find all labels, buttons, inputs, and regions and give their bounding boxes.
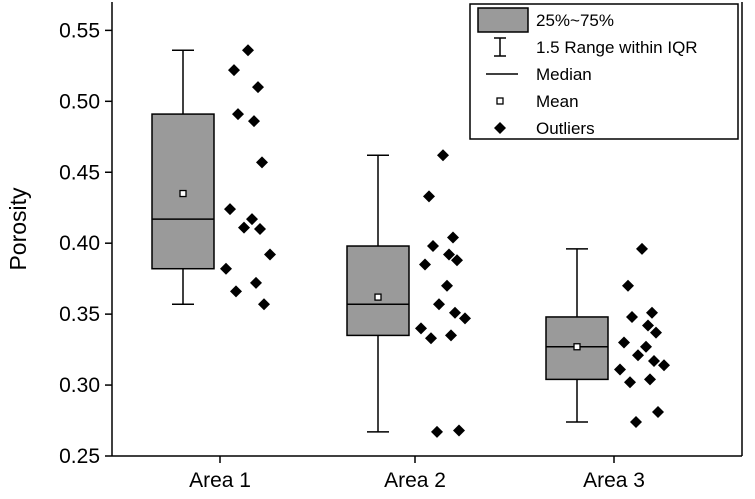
outlier-point [427,240,439,253]
x-tick-label: Area 2 [384,469,446,492]
iqr-box [346,245,410,337]
y-tick-label: 0.35 [59,303,100,326]
y-tick-label: 0.30 [59,374,100,397]
outlier-point [246,213,258,226]
outlier-point [256,156,268,169]
box-group-2 [346,149,471,438]
legend-mean-marker [496,97,504,105]
outlier-point [632,349,644,362]
box-series [151,44,670,438]
x-tick-label: Area 3 [583,469,645,492]
outlier-point [228,64,240,77]
outlier-point [640,340,652,353]
y-tick-label: 0.55 [59,19,100,42]
legend-box-swatch [477,7,529,33]
outlier-point [433,298,445,311]
outlier-point [652,406,664,419]
outlier-point [232,108,244,121]
y-tick-label: 0.40 [59,232,100,255]
outlier-point [224,203,236,216]
outlier-point [453,424,465,437]
x-axis: Area 1 Area 2 Area 3 [189,456,645,492]
outlier-point [449,306,461,319]
x-tick-label: Area 1 [189,469,251,492]
outlier-point [443,248,455,261]
outlier-point [248,115,260,128]
outlier-point [650,326,662,339]
outlier-point [238,221,250,234]
outlier-point [624,376,636,389]
legend-label: 1.5 Range within IQR [536,38,698,57]
outlier-point [242,44,254,57]
outlier-point [618,336,630,349]
outlier-point [644,373,656,386]
y-tick-label: 0.50 [59,90,100,113]
outlier-point [441,279,453,292]
outlier-point [252,81,264,94]
outlier-point [614,363,626,376]
y-tick-label: 0.45 [59,161,100,184]
legend-label: Median [536,65,592,84]
outlier-point [423,190,435,203]
mean-marker [573,343,581,351]
outlier-point [630,415,642,428]
outlier-point [636,242,648,255]
outlier-point [648,354,660,367]
y-tick-label: 0.25 [59,445,100,468]
mean-marker [179,189,187,198]
outlier-point [658,359,670,372]
outlier-point [626,310,638,323]
outlier-point [437,149,449,162]
legend: 25%~75% 1.5 Range within IQR Median Mean Out… [469,3,739,140]
box-group-3 [545,242,670,428]
outlier-point [415,322,427,335]
legend-outlier-marker [494,122,506,134]
mean-marker [374,293,382,301]
outlier-point [646,306,658,319]
plot-area [111,2,743,457]
legend-label: Mean [536,92,579,111]
legend-label: 25%~75% [536,11,614,30]
outlier-point [451,254,463,267]
outlier-point [431,425,443,438]
legend-label: Outliers [536,119,595,138]
outlier-point [419,258,431,271]
y-axis: 0.25 0.30 0.35 0.40 0.45 0.50 0.55 [59,19,112,468]
outlier-point [250,276,262,289]
outlier-point [258,298,270,311]
outlier-point [447,231,459,244]
box-group-1 [151,44,276,311]
outlier-point [459,312,471,325]
outlier-point [445,329,457,342]
outlier-point [642,319,654,332]
outlier-point [230,285,242,298]
outlier-point [425,332,437,345]
y-axis-label: Porosity [5,187,31,271]
outlier-point [220,262,232,275]
outlier-point [264,248,276,261]
outlier-point [254,223,266,235]
outlier-point [622,279,634,292]
